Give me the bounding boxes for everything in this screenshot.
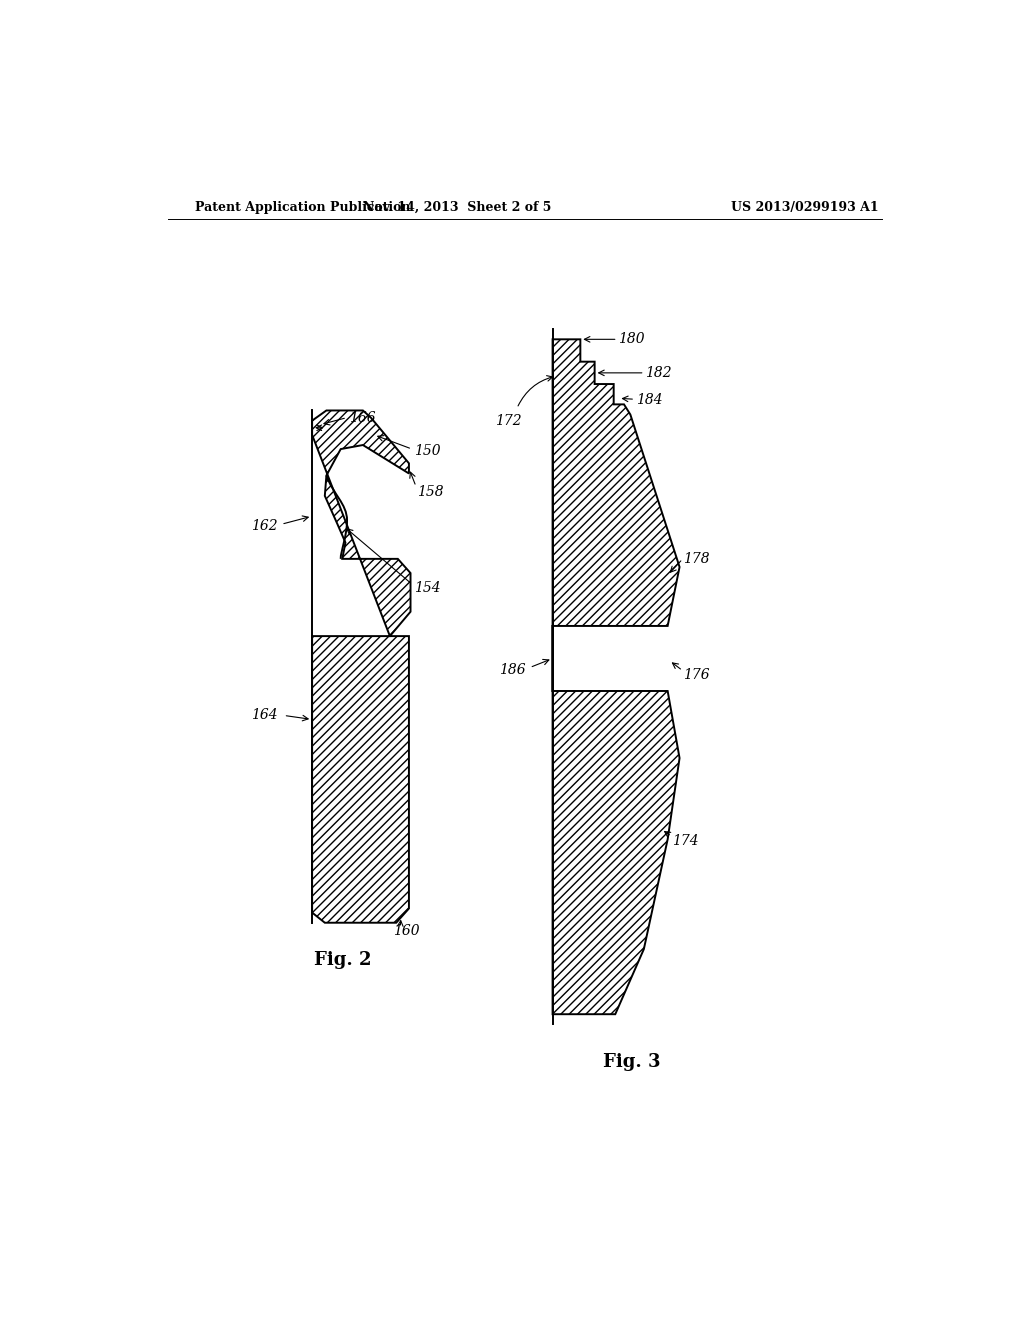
Text: 160: 160 <box>393 924 420 939</box>
Text: 180: 180 <box>618 333 645 346</box>
Polygon shape <box>553 339 680 1014</box>
Text: 174: 174 <box>673 834 699 849</box>
Text: 158: 158 <box>417 484 443 499</box>
Polygon shape <box>312 411 411 923</box>
Text: 172: 172 <box>495 413 521 428</box>
Text: Fig. 3: Fig. 3 <box>603 1053 660 1071</box>
Text: Patent Application Publication: Patent Application Publication <box>196 201 411 214</box>
Text: 176: 176 <box>684 668 711 681</box>
Text: 164: 164 <box>251 709 278 722</box>
Text: 178: 178 <box>684 552 711 566</box>
Text: Fig. 2: Fig. 2 <box>313 952 371 969</box>
Text: 182: 182 <box>645 366 672 380</box>
Text: 186: 186 <box>500 663 526 677</box>
Text: Nov. 14, 2013  Sheet 2 of 5: Nov. 14, 2013 Sheet 2 of 5 <box>364 201 552 214</box>
Text: 150: 150 <box>414 444 440 458</box>
Text: 162: 162 <box>251 519 278 533</box>
Text: 154: 154 <box>414 581 440 595</box>
Text: 184: 184 <box>636 393 663 408</box>
Text: US 2013/0299193 A1: US 2013/0299193 A1 <box>731 201 879 214</box>
Text: 166: 166 <box>348 411 375 425</box>
